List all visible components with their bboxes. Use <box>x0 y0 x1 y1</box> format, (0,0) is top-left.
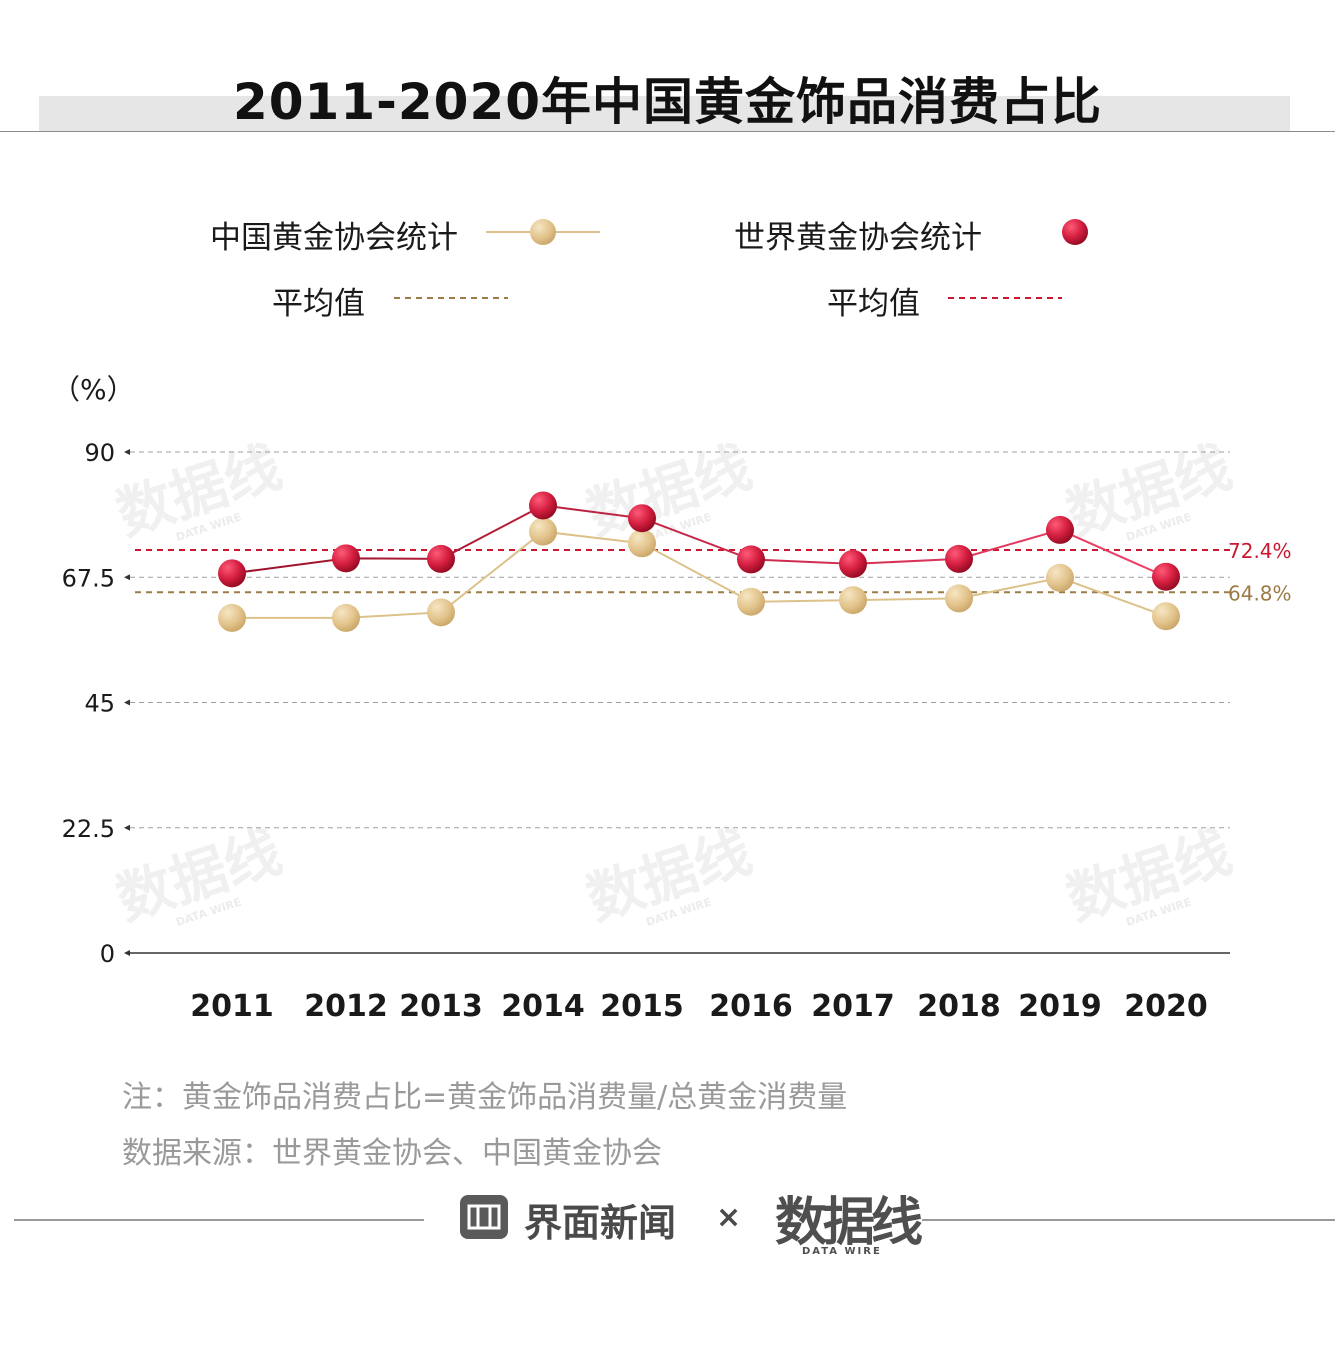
legend-label-cga: 中国黄金协会统计 <box>210 220 458 256</box>
x-tick-label: 2015 <box>600 989 684 1024</box>
data-point-cga <box>218 603 246 632</box>
y-axis-unit: （%） <box>52 373 135 406</box>
y-tick-label: 90 <box>84 439 115 467</box>
data-point-wgc <box>332 544 360 573</box>
x-tick-label: 2018 <box>917 989 1001 1024</box>
data-point-wgc <box>839 549 867 578</box>
footer-rule-left <box>14 1219 424 1221</box>
y-tick-mark <box>124 950 130 956</box>
title-band <box>39 96 1290 132</box>
y-tick-label: 67.5 <box>62 564 115 592</box>
title-rule <box>0 131 1335 132</box>
data-point-wgc <box>945 544 973 573</box>
x-ticks: 2011 2012 2013 2014 2015 2016 2017 2018 2019 2020 <box>190 989 1208 1024</box>
data-point-wgc <box>1152 562 1180 591</box>
data-point-cga <box>427 598 455 627</box>
data-point-cga <box>945 584 973 613</box>
average-label: 64.8% <box>1228 581 1292 605</box>
y-tick-label: 22.5 <box>62 815 115 843</box>
y-tick-label: 0 <box>100 940 115 968</box>
data-point-wgc <box>628 504 656 533</box>
y-tick-mark <box>124 699 130 706</box>
average-lines: 64.8% 72.4% <box>135 539 1292 605</box>
data-point-cga <box>628 529 656 558</box>
datawire-logo-text: 数据线 <box>775 1193 923 1253</box>
data-point-wgc <box>427 544 455 573</box>
data-point-cga <box>1152 602 1180 631</box>
data-point-wgc <box>529 491 557 520</box>
legend-label-wgc: 世界黄金协会统计 <box>734 220 982 256</box>
chart-title: 2011-2020年中国黄金饰品消费占比 <box>232 73 1103 131</box>
footer-rule-right <box>922 1219 1335 1221</box>
y-tick-mark <box>124 574 130 581</box>
data-point-wgc <box>737 545 765 574</box>
legend-swatch-cga-marker <box>530 219 556 245</box>
average-label: 72.4% <box>1228 539 1292 563</box>
datawire-logo-sub: DATA WIRE <box>802 1246 882 1257</box>
grid <box>130 451 1230 954</box>
x-tick-label: 2014 <box>501 989 585 1024</box>
y-tick-label: 45 <box>84 690 115 718</box>
series-lines <box>231 504 1167 619</box>
x-tick-label: 2012 <box>304 989 388 1024</box>
x-tick-label: 2019 <box>1018 989 1102 1024</box>
footer-times: × <box>716 1200 742 1235</box>
data-point-cga <box>529 517 557 546</box>
x-tick-label: 2011 <box>190 989 274 1024</box>
data-point-wgc <box>218 559 246 588</box>
y-ticks: 90 67.5 45 22.5 0 <box>62 439 130 968</box>
jiemian-logo-icon <box>460 1195 508 1239</box>
series-line-wgc <box>231 504 1167 578</box>
x-tick-label: 2020 <box>1124 989 1208 1024</box>
data-point-cga <box>332 603 360 632</box>
note-formula: 注：黄金饰品消费占比=黄金饰品消费量/总黄金消费量 <box>122 1080 848 1115</box>
x-tick-label: 2017 <box>811 989 895 1024</box>
x-tick-label: 2013 <box>399 989 483 1024</box>
x-tick-label: 2016 <box>709 989 793 1024</box>
data-point-wgc <box>1046 515 1074 544</box>
legend-label-avg-wgc: 平均值 <box>827 286 920 322</box>
y-tick-mark <box>124 449 130 455</box>
footer-brand: 界面新闻 <box>524 1201 677 1245</box>
data-point-cga <box>737 587 765 616</box>
data-point-cga <box>1046 563 1074 592</box>
data-point-cga <box>839 586 867 615</box>
legend-label-avg-cga: 平均值 <box>272 286 365 322</box>
note-source: 数据来源：世界黄金协会、中国黄金协会 <box>122 1136 662 1171</box>
legend-swatch-wgc-marker <box>1062 219 1088 245</box>
series-points <box>218 491 1180 632</box>
y-tick-mark <box>124 824 130 831</box>
series-line-cga <box>232 530 1167 619</box>
